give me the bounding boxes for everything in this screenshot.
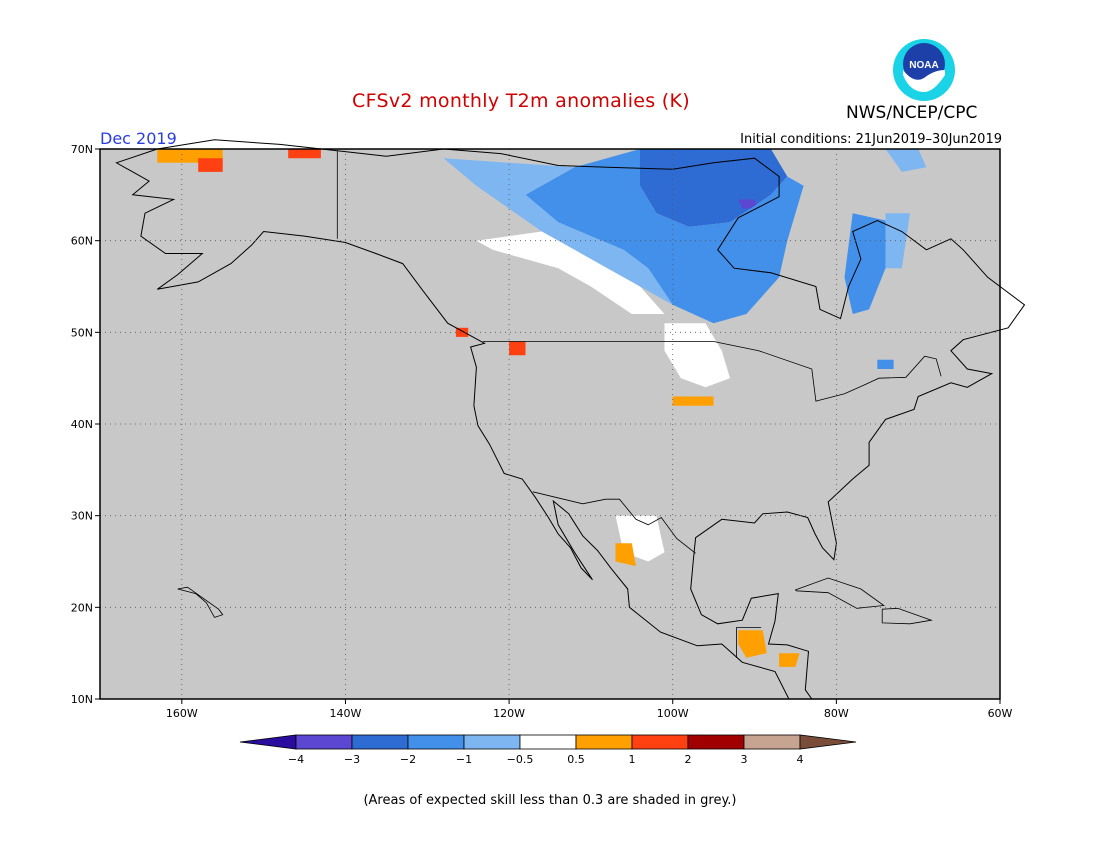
colorbar-segment bbox=[351, 734, 409, 750]
forecast-period: Dec 2019 bbox=[100, 129, 177, 148]
lon-tick-label: 160W bbox=[166, 707, 198, 720]
agency-label: NWS/NCEP/CPC bbox=[846, 103, 978, 123]
colorbar-segment bbox=[743, 734, 801, 750]
anomaly-region-bc-coast-warm-strong bbox=[455, 327, 469, 337]
colorbar-label: 3 bbox=[741, 753, 748, 766]
lon-tick-label: 140W bbox=[330, 707, 362, 720]
colorbar-label: −4 bbox=[288, 753, 304, 766]
colorbar-label: 0.5 bbox=[567, 753, 585, 766]
island-outline bbox=[794, 577, 885, 609]
lon-tick-label: 100W bbox=[657, 707, 689, 720]
colorbar-label: −0.5 bbox=[507, 753, 534, 766]
noaa-logo-icon: NOAA bbox=[893, 39, 955, 101]
lat-tick-label: 40N bbox=[71, 418, 93, 431]
lat-tick-label: 70N bbox=[71, 143, 93, 156]
island-outline bbox=[881, 607, 933, 625]
anomaly-region-honduras-warm bbox=[779, 653, 800, 667]
map-graticule bbox=[100, 149, 1000, 699]
skill-footnote: (Areas of expected skill less than 0.3 a… bbox=[363, 793, 737, 808]
lat-tick-label: 10N bbox=[71, 693, 93, 706]
colorbar-segment bbox=[407, 734, 465, 750]
anomaly-region-nunavut-light-cool bbox=[885, 149, 927, 172]
country-border bbox=[532, 491, 696, 554]
anomaly-region-guatemala-warm bbox=[738, 630, 767, 658]
anomaly-map bbox=[100, 139, 1026, 700]
map-frame bbox=[99, 148, 1001, 700]
colorbar-segment bbox=[687, 734, 745, 750]
colorbar-segment bbox=[463, 734, 521, 750]
colorbar-max-arrow bbox=[799, 734, 857, 750]
lon-tick-label: 80W bbox=[824, 707, 849, 720]
map-title: CFSv2 monthly T2m anomalies (K) bbox=[352, 90, 690, 112]
colorbar-segment bbox=[295, 734, 353, 750]
anomaly-region-nova-scotia-light-cool bbox=[877, 359, 894, 369]
anomaly-region-nw-canada-neutral bbox=[476, 231, 665, 314]
anomaly-region-idaho-warm-strong bbox=[509, 341, 526, 356]
lon-tick-label: 120W bbox=[493, 707, 525, 720]
colorbar-segment bbox=[519, 734, 577, 750]
colorbar-min-arrow bbox=[239, 734, 297, 750]
anomaly-region-northern-plains-neutral bbox=[664, 323, 730, 388]
lat-tick-label: 50N bbox=[71, 326, 93, 339]
coastline bbox=[115, 139, 1026, 700]
anomaly-region-western-canada-cool bbox=[525, 149, 804, 324]
anomaly-region-arctic-margin-light-cool bbox=[443, 158, 673, 305]
colorbar-segment bbox=[631, 734, 689, 750]
island-outline bbox=[177, 586, 224, 618]
colorbar-segment bbox=[575, 734, 633, 750]
initial-conditions: Initial conditions: 21Jun2019–30Jun2019 bbox=[740, 132, 1002, 147]
logo-text: NOAA bbox=[909, 60, 938, 71]
map-axis-ticks: 160W 140W 120W 100W 80W 60W 10N 20N 30N 40N 50N 60N… bbox=[71, 143, 1013, 720]
anomaly-region-hudson-bay-strong-cold bbox=[738, 199, 759, 209]
anomaly-region-yukon-warm-strong bbox=[288, 149, 321, 159]
colorbar-label: −2 bbox=[400, 753, 416, 766]
anomaly-region-alaska-warm-strong bbox=[198, 158, 223, 172]
colorbar-label: −3 bbox=[344, 753, 360, 766]
colorbar-label: 1 bbox=[629, 753, 636, 766]
lat-tick-label: 60N bbox=[71, 235, 93, 248]
anomaly-region-mexico-warm bbox=[615, 543, 636, 567]
anomaly-region-quebec-cool bbox=[844, 213, 894, 314]
lat-tick-label: 20N bbox=[71, 601, 93, 614]
lon-tick-label: 60W bbox=[988, 707, 1013, 720]
colorbar: −4 −3 −2 −1 −0.5 0.5 1 2 3 4 bbox=[239, 734, 857, 766]
lat-tick-label: 30N bbox=[71, 510, 93, 523]
colorbar-label: 2 bbox=[685, 753, 692, 766]
colorbar-label: −1 bbox=[456, 753, 472, 766]
country-border bbox=[736, 627, 762, 658]
colorbar-label: 4 bbox=[797, 753, 804, 766]
country-border bbox=[482, 341, 942, 402]
anomaly-region-nebraska-warm bbox=[672, 396, 714, 406]
